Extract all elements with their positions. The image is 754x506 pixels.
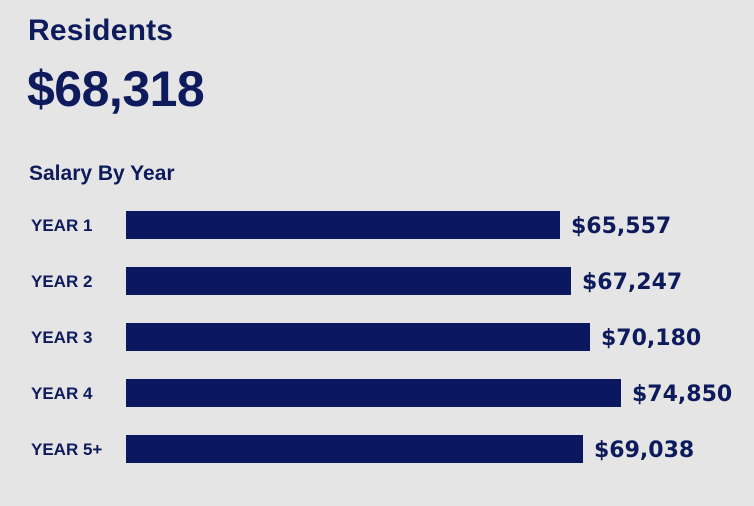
salary-bar [126, 379, 621, 407]
category-label: YEAR 3 [31, 328, 92, 347]
value-label: $70,180 [601, 326, 701, 351]
salary-bar [126, 267, 571, 295]
salary-bar [126, 211, 560, 239]
category-label: YEAR 4 [31, 384, 93, 403]
chart-title: Salary By Year [29, 162, 175, 185]
category-label: YEAR 5+ [31, 440, 102, 459]
salary-bar [126, 435, 583, 463]
category-label: YEAR 1 [31, 216, 92, 235]
value-label: $67,247 [582, 270, 682, 295]
salary-bar [126, 323, 590, 351]
card-title: Residents [28, 14, 174, 47]
category-label: YEAR 2 [31, 272, 92, 291]
average-salary-value: $68,318 [27, 61, 205, 117]
value-label: $65,557 [571, 214, 671, 239]
value-label: $74,850 [632, 382, 732, 407]
value-label: $69,038 [594, 438, 694, 463]
